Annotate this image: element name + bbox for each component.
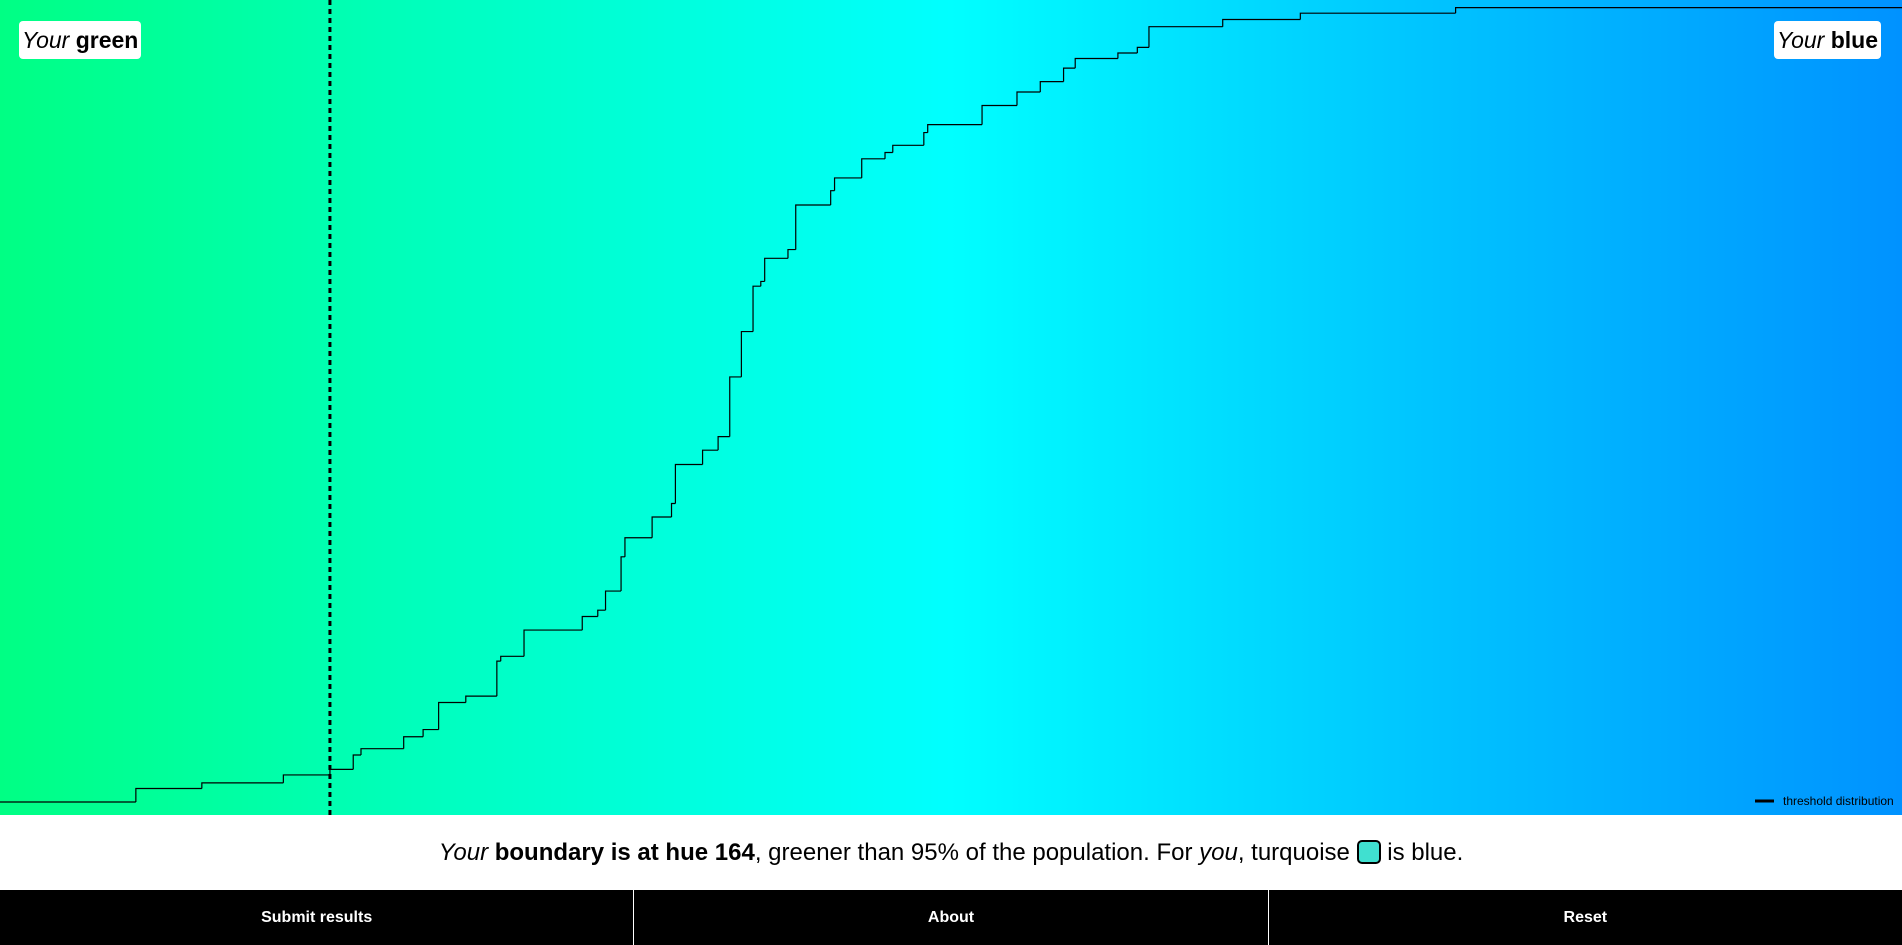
boundary-hue: 164 bbox=[714, 839, 755, 866]
step-segment bbox=[717, 436, 730, 451]
step-segment bbox=[422, 728, 439, 737]
step-segment bbox=[787, 248, 796, 259]
step-segment bbox=[620, 556, 625, 592]
step-segment bbox=[1136, 46, 1149, 53]
step-segment bbox=[729, 376, 742, 437]
label-your: Your bbox=[1777, 27, 1825, 53]
label-your: Your bbox=[22, 27, 70, 53]
step-segment bbox=[1074, 57, 1118, 69]
result-sentence: Your boundary is at hue 164, greener tha… bbox=[0, 815, 1902, 890]
step-segment bbox=[674, 463, 703, 504]
step-segment bbox=[740, 330, 754, 377]
step-segment bbox=[1148, 26, 1223, 48]
footer: Submit results About Reset bbox=[0, 890, 1902, 945]
step-segment bbox=[201, 782, 284, 789]
step-segment bbox=[624, 537, 653, 557]
result-turquoise: , turquoise bbox=[1237, 839, 1350, 866]
color-swatch bbox=[1356, 840, 1381, 864]
step-segment bbox=[403, 736, 424, 749]
step-segment bbox=[795, 204, 831, 250]
step-segment bbox=[892, 144, 924, 153]
result-is-blue: is blue. bbox=[1387, 839, 1464, 866]
chart: threshold distribution bbox=[0, 0, 1902, 815]
label-word: green bbox=[75, 27, 139, 53]
step-segment bbox=[1039, 81, 1064, 92]
step-segment bbox=[523, 629, 583, 657]
step-segment bbox=[830, 190, 835, 205]
green-label: Your green bbox=[19, 21, 142, 59]
result-you: you bbox=[1199, 839, 1238, 866]
step-segment bbox=[981, 104, 1017, 125]
result-boundary: boundary is at hue 164 bbox=[495, 839, 755, 866]
step-segment bbox=[1222, 18, 1301, 27]
step-segment bbox=[465, 695, 497, 703]
step-segment bbox=[500, 655, 525, 662]
about-button[interactable]: About bbox=[633, 890, 1267, 945]
label-word: blue bbox=[1830, 27, 1878, 53]
step-segment bbox=[438, 701, 466, 730]
step-segment bbox=[670, 502, 676, 518]
step-segment bbox=[1062, 67, 1076, 82]
step-segment bbox=[1117, 52, 1138, 59]
boundary-text: boundary is at hue bbox=[494, 839, 709, 866]
step-segment bbox=[1299, 12, 1456, 20]
step-segment bbox=[752, 285, 761, 332]
submit-button[interactable]: Submit results bbox=[261, 909, 373, 926]
step-segment bbox=[764, 257, 788, 282]
step-segment bbox=[861, 158, 886, 178]
step-segment bbox=[1016, 91, 1041, 106]
step-segment bbox=[1455, 6, 1902, 14]
step-segment bbox=[135, 787, 202, 802]
step-segment bbox=[651, 516, 672, 538]
step-segment bbox=[604, 590, 622, 611]
legend-label: threshold distribution bbox=[1783, 794, 1894, 808]
step-segment bbox=[927, 124, 983, 133]
step-segment bbox=[282, 774, 330, 783]
step-segment bbox=[352, 754, 361, 770]
result-greener: , greener than 95% of the population. Fo… bbox=[754, 839, 1193, 866]
step-segment bbox=[581, 615, 598, 631]
step-segment bbox=[701, 449, 719, 465]
step-segment bbox=[329, 768, 354, 775]
reset-button[interactable]: Reset bbox=[1267, 890, 1902, 945]
step-segment bbox=[597, 609, 606, 617]
blue-label: Your blue bbox=[1774, 21, 1881, 59]
step-segment bbox=[496, 660, 501, 697]
step-segment bbox=[833, 177, 862, 191]
step-segment bbox=[760, 280, 765, 287]
step-segment bbox=[884, 151, 893, 159]
chart-area: threshold distribution Your green Your b… bbox=[0, 0, 1902, 815]
result-your: Your bbox=[438, 839, 489, 866]
step-segment bbox=[360, 748, 404, 756]
step-segment bbox=[923, 131, 928, 146]
